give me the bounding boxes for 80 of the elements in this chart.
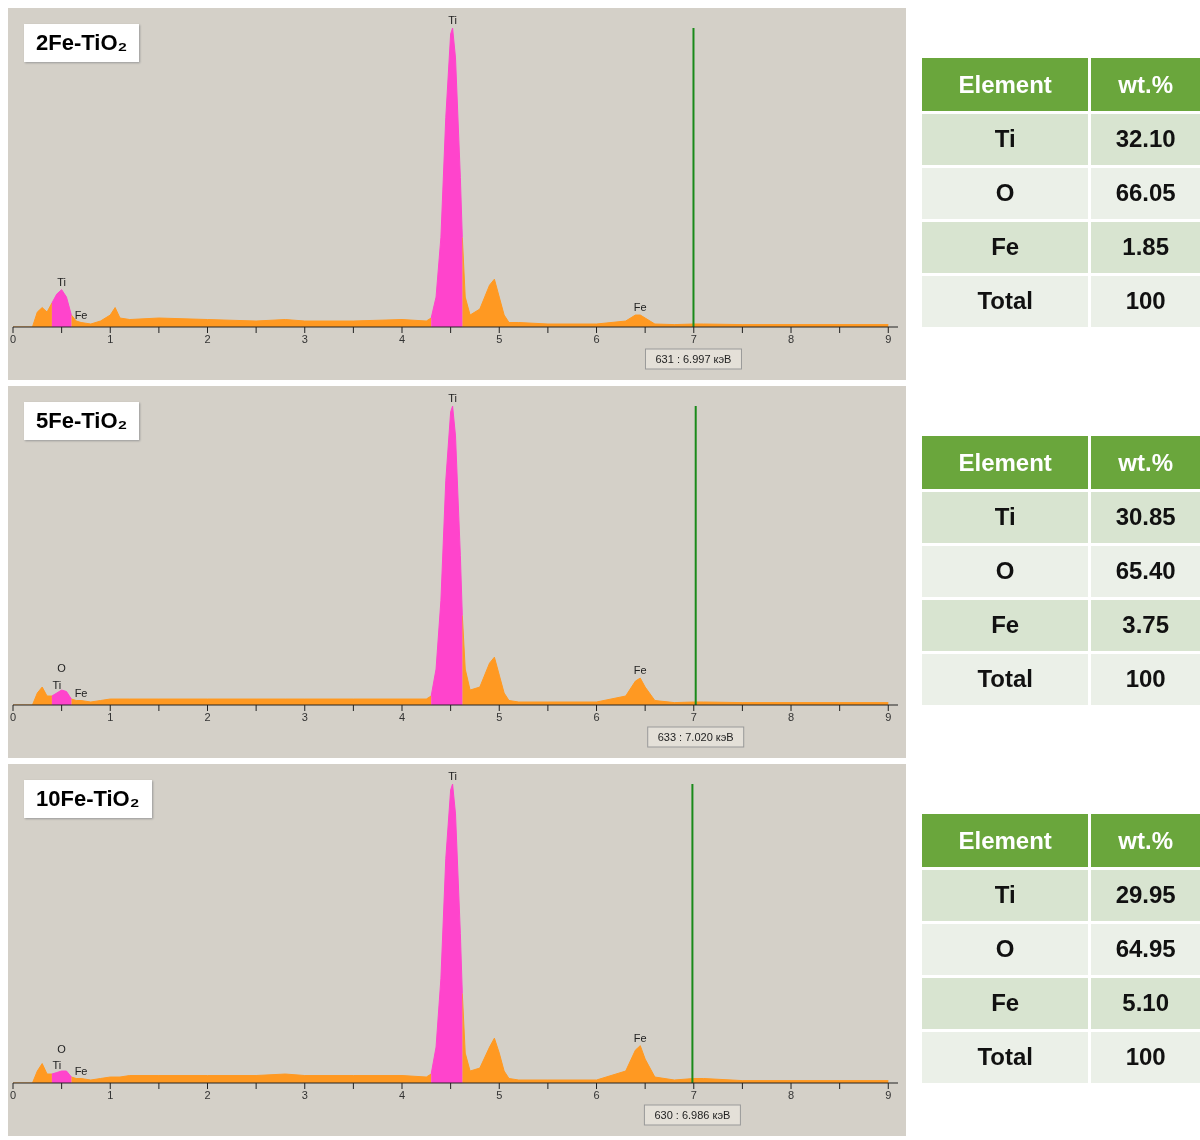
x-tick-label: 2 bbox=[204, 710, 211, 723]
x-tick-label: 8 bbox=[787, 710, 795, 723]
x-tick-label: 3 bbox=[301, 1088, 308, 1101]
text: 30.85 bbox=[1089, 490, 1200, 545]
chart-title: 10Fe-TiO₂ bbox=[24, 780, 152, 818]
text: 100 bbox=[1089, 652, 1200, 707]
text: 32.10 bbox=[1089, 112, 1200, 167]
x-tick-label: 1 bbox=[107, 710, 114, 723]
text: O bbox=[922, 544, 1090, 599]
x-tick-label: 7 bbox=[690, 710, 697, 723]
x-tick-label: 3 bbox=[301, 710, 308, 723]
text: O bbox=[922, 922, 1090, 977]
text: O bbox=[922, 166, 1090, 221]
text: Element bbox=[922, 436, 1090, 491]
annotation: Ti bbox=[448, 770, 457, 782]
annotation: Ti bbox=[52, 679, 62, 692]
annotation: Fe bbox=[74, 686, 88, 699]
text: Fe bbox=[922, 598, 1090, 653]
x-tick-label: 9 bbox=[885, 1088, 892, 1101]
text: 65.40 bbox=[1089, 544, 1200, 599]
text: Element bbox=[922, 814, 1090, 869]
text: Fe bbox=[922, 220, 1090, 275]
x-tick-label: 8 bbox=[787, 332, 795, 345]
x-tick-label: 7 bbox=[690, 1088, 697, 1101]
annotation: Fe bbox=[633, 664, 647, 677]
x-tick-label: 0 bbox=[9, 710, 17, 723]
text: 1.85 bbox=[1089, 220, 1200, 275]
ref-line-label: 631 : 6.997 кэВ bbox=[655, 353, 732, 365]
text: Fe bbox=[922, 976, 1090, 1031]
x-tick-label: 3 bbox=[301, 332, 308, 345]
annotation: Fe bbox=[74, 308, 88, 321]
annotation: Ti bbox=[448, 392, 457, 404]
text: wt.% bbox=[1089, 814, 1200, 869]
x-tick-label: 2 bbox=[204, 332, 211, 345]
ref-line-label: 630 : 6.986 кэВ bbox=[654, 1109, 731, 1121]
annotation: O bbox=[57, 662, 67, 675]
chart-title: 2Fe-TiO₂ bbox=[24, 24, 140, 62]
text: 100 bbox=[1089, 1030, 1200, 1085]
annotation: Fe bbox=[74, 1064, 88, 1077]
x-tick-label: 1 bbox=[107, 1088, 114, 1101]
text: Ti bbox=[922, 112, 1090, 167]
annotation: Ti bbox=[52, 1058, 62, 1071]
annotation: Fe bbox=[633, 301, 647, 314]
x-tick-label: 0 bbox=[9, 1088, 17, 1101]
x-tick-label: 5 bbox=[496, 1088, 503, 1101]
text: Total bbox=[922, 652, 1090, 707]
text: 100 bbox=[1089, 274, 1200, 329]
text: Total bbox=[922, 1030, 1090, 1085]
x-tick-label: 6 bbox=[593, 710, 600, 723]
chart-title: 5Fe-TiO₂ bbox=[24, 402, 140, 440]
annotation: Ti bbox=[448, 14, 457, 26]
x-tick-label: 9 bbox=[885, 710, 892, 723]
x-tick-label: 5 bbox=[496, 332, 503, 345]
text: 29.95 bbox=[1089, 868, 1200, 923]
ref-line-label: 633 : 7.020 кэВ bbox=[657, 731, 734, 743]
x-tick-label: 6 bbox=[593, 332, 600, 345]
annotation: Ti bbox=[57, 275, 67, 288]
x-tick-label: 4 bbox=[398, 1088, 406, 1101]
text: 66.05 bbox=[1089, 166, 1200, 221]
text: Element bbox=[922, 58, 1090, 113]
x-tick-label: 7 bbox=[690, 332, 697, 345]
x-tick-label: 4 bbox=[398, 710, 406, 723]
text: wt.% bbox=[1089, 58, 1200, 113]
x-tick-label: 0 bbox=[9, 332, 17, 345]
x-tick-label: 2 bbox=[204, 1088, 211, 1101]
x-tick-label: 5 bbox=[496, 710, 503, 723]
x-tick-label: 9 bbox=[885, 332, 892, 345]
text: 3.75 bbox=[1089, 598, 1200, 653]
text: wt.% bbox=[1089, 436, 1200, 491]
text: 64.95 bbox=[1089, 922, 1200, 977]
x-tick-label: 8 bbox=[787, 1088, 795, 1101]
annotation: Fe bbox=[633, 1031, 647, 1044]
x-tick-label: 1 bbox=[107, 332, 114, 345]
text: Ti bbox=[922, 868, 1090, 923]
text: Total bbox=[922, 274, 1090, 329]
text: 5.10 bbox=[1089, 976, 1200, 1031]
x-tick-label: 4 bbox=[398, 332, 406, 345]
annotation: O bbox=[57, 1043, 67, 1056]
text: Ti bbox=[922, 490, 1090, 545]
x-tick-label: 6 bbox=[593, 1088, 600, 1101]
